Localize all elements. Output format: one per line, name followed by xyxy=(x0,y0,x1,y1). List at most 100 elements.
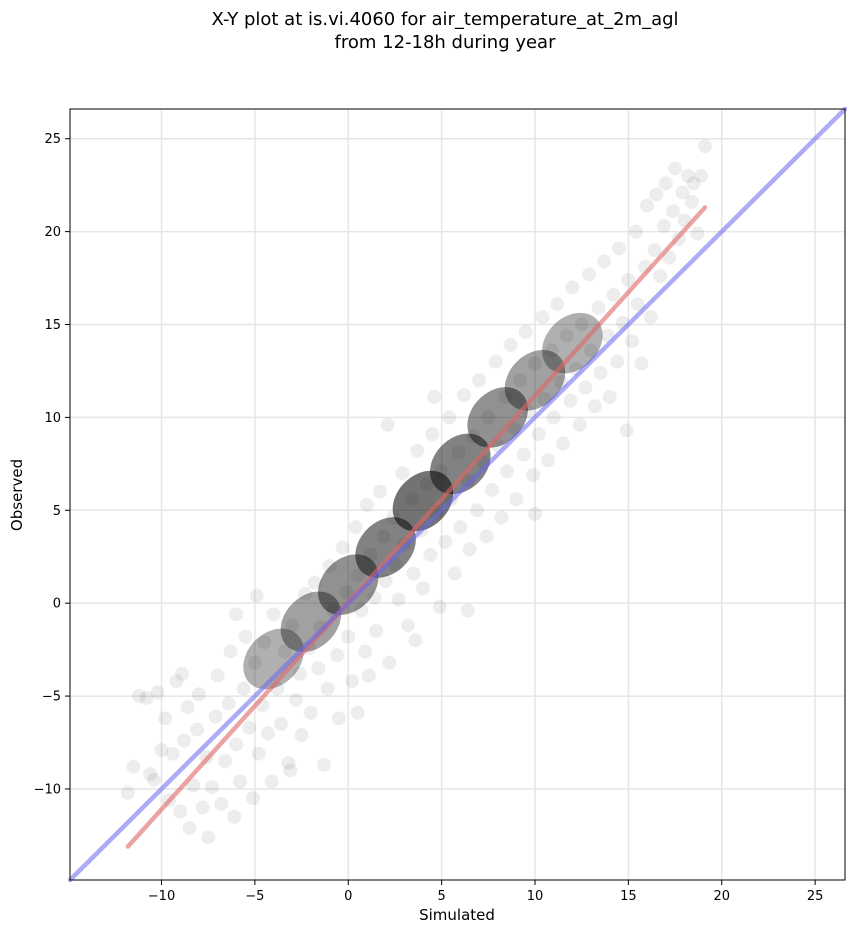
y-tick-label-7: 25 xyxy=(44,132,61,147)
data-point-165 xyxy=(656,219,671,234)
data-point-30 xyxy=(232,774,247,789)
density-core-0 xyxy=(243,628,304,690)
data-point-65 xyxy=(344,674,359,689)
data-point-40 xyxy=(264,774,279,789)
data-point-111 xyxy=(488,354,503,369)
x-tick-label-6: 20 xyxy=(713,889,730,904)
data-point-160 xyxy=(640,198,655,213)
x-tick-label-0: −10 xyxy=(148,889,175,904)
data-point-167 xyxy=(662,250,677,265)
data-point-60 xyxy=(330,648,345,663)
data-point-5 xyxy=(150,685,165,700)
data-point-44 xyxy=(277,644,292,659)
x-axis-ticks: −10 −5 0 5 10 15 20 25 xyxy=(148,880,824,904)
y-tick-label-5: 15 xyxy=(44,318,61,333)
data-point-41 xyxy=(266,607,281,622)
data-point-80 xyxy=(391,592,406,607)
data-point-69 xyxy=(358,644,373,659)
data-point-64 xyxy=(341,629,356,644)
data-point-67 xyxy=(350,568,365,583)
data-point-49 xyxy=(294,728,309,743)
data-point-130 xyxy=(546,410,561,425)
data-point-90 xyxy=(423,547,438,562)
data-point-75 xyxy=(376,529,391,544)
data-point-151 xyxy=(612,241,627,256)
data-point-125 xyxy=(531,427,546,442)
data-point-10 xyxy=(169,674,184,689)
data-point-86 xyxy=(410,443,425,458)
data-point-119 xyxy=(513,373,528,388)
data-point-4 xyxy=(143,767,158,782)
data-point-188 xyxy=(175,666,190,681)
plot-frame xyxy=(69,108,846,881)
data-point-116 xyxy=(503,337,518,352)
data-point-145 xyxy=(593,365,608,380)
y-tick-label-1: −5 xyxy=(42,690,61,705)
data-point-104 xyxy=(466,428,481,443)
data-point-54 xyxy=(311,661,326,676)
data-point-3 xyxy=(139,690,154,705)
regression-line xyxy=(125,205,708,849)
chart-title-line-2: from 12-18h during year xyxy=(335,32,557,53)
data-point-76 xyxy=(378,573,393,588)
density-core-1 xyxy=(280,591,342,653)
data-point-120 xyxy=(516,447,531,462)
data-point-108 xyxy=(479,529,494,544)
data-point-163 xyxy=(649,187,664,202)
data-point-96 xyxy=(442,410,457,425)
y-tick-label-2: 0 xyxy=(53,597,61,612)
data-point-33 xyxy=(242,720,257,735)
data-point-66 xyxy=(348,520,363,535)
data-point-24 xyxy=(214,796,229,811)
data-point-143 xyxy=(587,399,602,414)
data-point-139 xyxy=(574,317,589,332)
data-point-109 xyxy=(481,410,496,425)
data-point-162 xyxy=(647,243,662,258)
data-point-39 xyxy=(260,726,275,741)
data-point-68 xyxy=(354,603,369,618)
x-tick-label-7: 25 xyxy=(807,889,824,904)
data-point-126 xyxy=(535,310,550,325)
data-point-2 xyxy=(132,689,147,704)
y-tick-label-6: 20 xyxy=(44,225,61,240)
data-point-114 xyxy=(498,389,513,404)
data-point-149 xyxy=(606,287,621,302)
y-axis-label: Observed xyxy=(8,459,26,531)
data-point-100 xyxy=(453,520,468,535)
data-point-144 xyxy=(591,300,606,315)
data-point-88 xyxy=(415,581,430,596)
reference-lines xyxy=(67,106,848,883)
data-point-17 xyxy=(191,687,206,702)
data-point-74 xyxy=(373,484,387,499)
data-point-46 xyxy=(285,618,300,633)
data-point-183 xyxy=(380,417,395,432)
data-point-29 xyxy=(229,737,244,752)
data-point-118 xyxy=(509,492,524,507)
data-point-47 xyxy=(288,692,303,707)
data-point-190 xyxy=(408,633,423,648)
data-point-1 xyxy=(126,759,141,774)
data-point-72 xyxy=(367,590,382,605)
data-point-141 xyxy=(582,267,597,282)
data-point-35 xyxy=(247,655,262,670)
data-point-70 xyxy=(359,497,374,512)
data-point-121 xyxy=(518,324,533,339)
chart-title-line-1: X-Y plot at is.vi.4060 for air_temperatu… xyxy=(211,9,678,30)
data-point-133 xyxy=(556,436,571,451)
data-point-48 xyxy=(292,666,307,681)
data-point-178 xyxy=(697,139,712,154)
data-point-182 xyxy=(350,705,365,720)
data-point-52 xyxy=(303,705,318,720)
data-point-136 xyxy=(565,280,580,295)
x-tick-label-1: −5 xyxy=(245,889,264,904)
data-point-158 xyxy=(634,356,649,371)
data-point-184 xyxy=(427,389,442,404)
data-point-174 xyxy=(684,194,699,209)
data-point-15 xyxy=(186,778,201,793)
data-point-101 xyxy=(457,388,472,403)
data-point-9 xyxy=(165,746,180,761)
y-tick-label-0: −10 xyxy=(34,782,61,797)
data-point-175 xyxy=(686,176,701,191)
data-point-21 xyxy=(204,780,219,795)
data-point-138 xyxy=(572,417,587,432)
